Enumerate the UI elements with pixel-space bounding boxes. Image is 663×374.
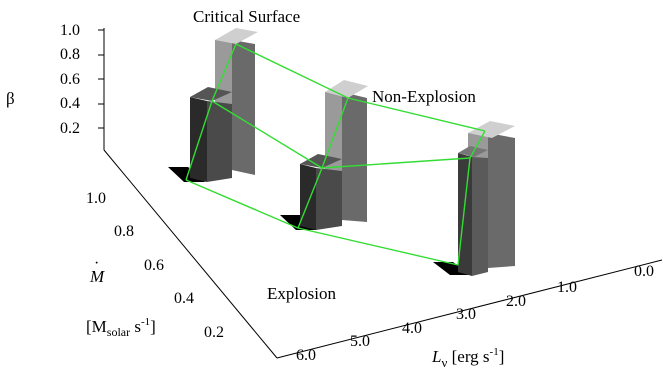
- mdot-tick-label: 0.4: [174, 290, 194, 307]
- bar-front-side: [190, 97, 207, 182]
- mdot-tick-label: 0.8: [114, 223, 134, 240]
- bar-back-top: [468, 121, 515, 138]
- mdot-axis-symbol: M: [89, 267, 105, 286]
- bar-back-front: [232, 40, 255, 175]
- beta-tick-label: 0.6: [60, 71, 80, 88]
- beta-tick-label: 0.2: [60, 120, 80, 137]
- mdot-tick-label: 1.0: [86, 190, 106, 207]
- floor-outline: [103, 28, 663, 359]
- beta-tick-label: 0.4: [60, 95, 80, 112]
- lnu-tick-label: 3.0: [456, 306, 476, 323]
- critical-surface-label: Critical Surface: [193, 7, 300, 26]
- lnu-tick-label: 5.0: [350, 333, 370, 350]
- non-explosion-label: Non-Explosion: [372, 87, 476, 106]
- bar-group-3: [458, 121, 515, 276]
- lnu-tick-label: 4.0: [402, 320, 422, 337]
- lnu-tick-label: 6.0: [296, 347, 316, 364]
- beta-ticks: [98, 29, 104, 129]
- beta-tick-label: 0.8: [60, 46, 80, 63]
- mdot-tick-label: 0.6: [144, 257, 164, 274]
- lnu-tick-label: 2.0: [506, 293, 526, 310]
- bar-back-top: [215, 28, 258, 44]
- beta-tick-label: 1.0: [60, 22, 80, 39]
- lnu-tick-label: 1.0: [557, 279, 577, 296]
- lnu-tick-label: 0.0: [634, 263, 654, 280]
- bar-back-front: [488, 133, 515, 268]
- beta-axis-label: β: [6, 89, 15, 108]
- bar-front-front: [472, 157, 488, 276]
- mdot-axis-unit: [Msolar s-1]: [86, 316, 156, 339]
- mdot-dot: ·: [94, 255, 99, 272]
- bar-group-1: [190, 28, 258, 182]
- bar-front-top: [300, 154, 342, 168]
- bar-front-front: [207, 101, 232, 182]
- bar-group-2: [300, 80, 368, 230]
- bar-front-front: [316, 168, 342, 230]
- bar-back-top: [325, 80, 368, 98]
- lnu-axis-label: Lν [erg s-1]: [431, 346, 504, 370]
- bar-back-front: [342, 92, 367, 222]
- explosion-label: Explosion: [267, 284, 336, 303]
- bar-front-side: [458, 153, 472, 276]
- bar-front-side: [300, 164, 316, 230]
- mdot-tick-label: 0.2: [204, 324, 224, 341]
- bar-front-top: [190, 87, 232, 101]
- critical-surface-mesh: [185, 43, 486, 266]
